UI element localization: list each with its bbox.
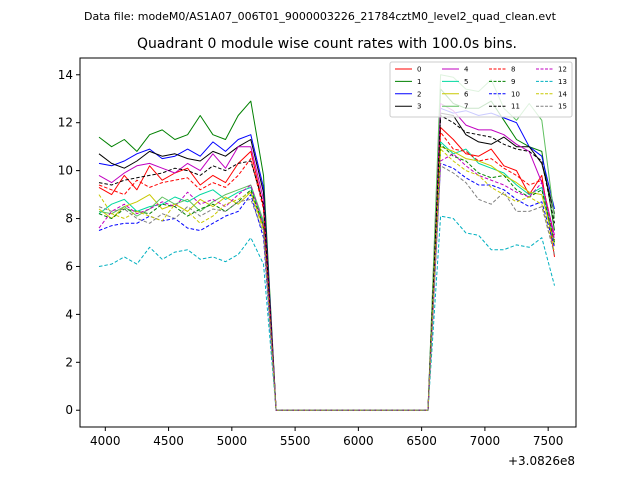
x-tick-label: 6500 — [406, 434, 437, 448]
legend-label-11: 11 — [511, 103, 520, 111]
series-line-6 — [98, 146, 555, 411]
x-tick-label: 5500 — [280, 434, 311, 448]
legend-label-4: 4 — [464, 66, 469, 74]
data-file-caption: Data file: modeM0/AS1A07_006T01_90000032… — [84, 10, 557, 23]
legend-label-15: 15 — [558, 103, 567, 111]
x-offset-label: +3.0826e8 — [508, 454, 575, 468]
x-tick-label: 6000 — [343, 434, 374, 448]
x-tick-label: 4500 — [153, 434, 184, 448]
series-line-7 — [98, 74, 555, 411]
y-tick-label: 10 — [58, 164, 73, 178]
x-tick-label: 4000 — [90, 434, 121, 448]
legend-label-1: 1 — [417, 78, 421, 86]
series-line-8 — [98, 131, 555, 411]
series-line-4 — [98, 103, 555, 411]
legend-label-9: 9 — [511, 78, 515, 86]
legend-label-8: 8 — [511, 66, 515, 74]
series-line-2 — [98, 107, 555, 411]
axes-frame — [79, 57, 577, 428]
series-line-1 — [98, 88, 555, 411]
legend-label-7: 7 — [464, 103, 468, 111]
y-tick-label: 6 — [65, 259, 73, 273]
y-tick-label: 12 — [58, 116, 73, 130]
legend-label-3: 3 — [417, 103, 421, 111]
y-tick-label: 4 — [65, 307, 73, 321]
series-line-14 — [98, 148, 555, 411]
x-tick-label: 7500 — [533, 434, 564, 448]
plot-area — [98, 74, 555, 411]
chart-title: Quadrant 0 module wise count rates with … — [137, 36, 517, 52]
series-line-12 — [98, 153, 555, 411]
series-line-13 — [98, 215, 555, 411]
legend-label-13: 13 — [558, 78, 567, 86]
legend-label-10: 10 — [511, 90, 520, 98]
legend-label-2: 2 — [417, 90, 421, 98]
legend-label-12: 12 — [558, 66, 567, 74]
y-tick-label: 0 — [65, 403, 73, 417]
series-line-9 — [98, 143, 555, 411]
x-tick-label: 7000 — [470, 434, 501, 448]
x-tick-label: 5000 — [217, 434, 248, 448]
y-tick-label: 2 — [65, 355, 73, 369]
legend-label-0: 0 — [417, 66, 421, 74]
legend-label-6: 6 — [464, 90, 469, 98]
series-line-15 — [98, 165, 555, 411]
y-tick-label: 14 — [58, 68, 73, 82]
legend-label-5: 5 — [464, 78, 468, 86]
legend-box — [389, 61, 573, 118]
y-tick-label: 8 — [65, 212, 73, 226]
legend-label-14: 14 — [558, 90, 567, 98]
